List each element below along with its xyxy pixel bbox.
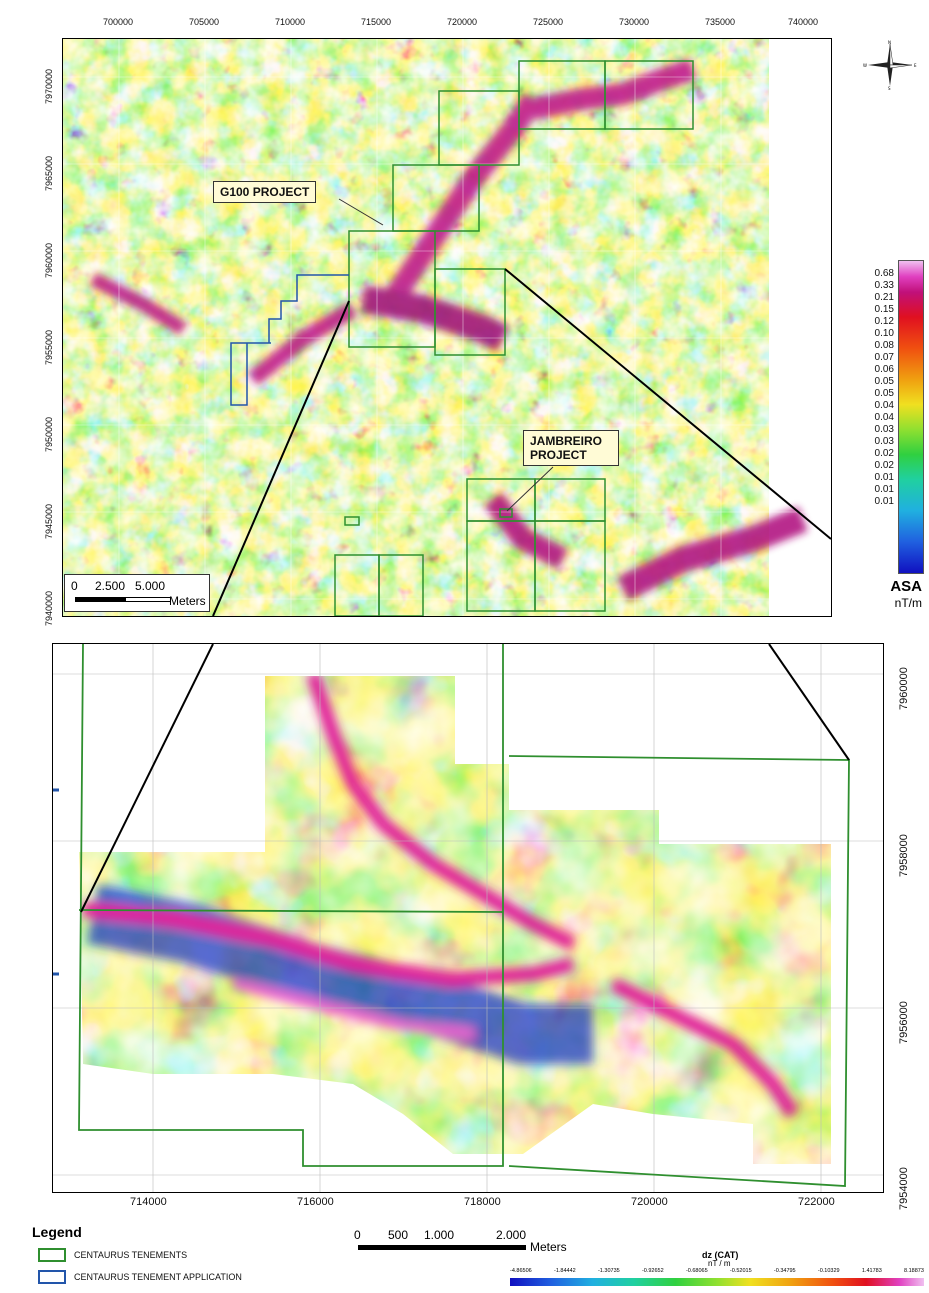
scalebar-label: 1.000 [424, 1228, 455, 1242]
dz-colorbar: dz (CAT) nT / m -4.86506 -1.84442 -1.307… [510, 1250, 924, 1290]
bottom-scalebar: 0 500 1.000 2.000 Meters [350, 1228, 590, 1258]
tenement-outlines-detail [78, 644, 850, 1187]
colorbar-label: 0.01 [874, 472, 894, 483]
colorbar-label: 0.21 [874, 292, 894, 303]
dz-label: -0.10329 [817, 1268, 840, 1274]
dz-label: -0.68065 [685, 1268, 708, 1274]
top-x-tick: 710000 [275, 17, 306, 27]
scalebar-unit: Meters [169, 594, 206, 608]
scalebar-unit: Meters [530, 1240, 567, 1254]
dz-raster [53, 644, 883, 1192]
top-x-tick: 705000 [189, 17, 220, 27]
colorbar-label: 0.15 [874, 304, 894, 315]
bottom-x-tick: 720000 [631, 1196, 668, 1208]
dz-label: -0.34795 [773, 1268, 796, 1274]
top-y-tick: 7965000 [44, 155, 54, 191]
bottom-y-tick: 7960000 [898, 667, 910, 710]
svg-text:W: W [863, 63, 867, 68]
legend-item-tenements: CENTAURUS TENEMENTS [38, 1248, 187, 1262]
top-y-tick: 7955000 [44, 329, 54, 365]
application-swatch [38, 1270, 66, 1284]
top-y-tick: 7950000 [44, 416, 54, 452]
dz-label: -4.86506 [510, 1268, 532, 1274]
scalebar-label: 2.000 [496, 1228, 527, 1242]
dz-label: 1.41783 [861, 1268, 882, 1274]
colorbar-title: ASA [890, 578, 922, 595]
bottom-x-tick: 722000 [798, 1196, 835, 1208]
legend-item-application: CENTAURUS TENEMENT APPLICATION [38, 1270, 242, 1284]
colorbar-label: 0.01 [874, 484, 894, 495]
scalebar-label: 0 [71, 579, 78, 593]
dz-label: 8.18873 [904, 1268, 924, 1274]
bottom-x-tick: 716000 [297, 1196, 334, 1208]
dz-unit: nT / m [708, 1259, 731, 1268]
dz-detail-map[interactable] [52, 643, 884, 1193]
top-x-tick: 700000 [103, 17, 134, 27]
bottom-y-tick: 7956000 [898, 1001, 910, 1044]
legend-label: CENTAURUS TENEMENT APPLICATION [74, 1272, 242, 1282]
top-x-tick: 720000 [447, 17, 478, 27]
top-y-tick: 7940000 [44, 590, 54, 626]
colorbar-label: 0.33 [874, 280, 894, 291]
colorbar-label: 0.02 [874, 460, 894, 471]
colorbar-label: 0.04 [874, 412, 894, 423]
legend-label: CENTAURUS TENEMENTS [74, 1250, 188, 1260]
top-x-tick: 735000 [705, 17, 736, 27]
top-x-tick: 740000 [788, 17, 819, 27]
dz-label: -1.30735 [597, 1268, 620, 1274]
top-y-tick: 7970000 [44, 68, 54, 104]
bottom-x-tick: 718000 [464, 1196, 501, 1208]
compass-rose-icon: N S W E [862, 40, 918, 91]
g100-project-label: G100 PROJECT [213, 181, 317, 203]
asa-raster [63, 39, 831, 616]
top-y-tick: 7960000 [44, 242, 54, 278]
top-x-tick: 715000 [361, 17, 392, 27]
colorbar-label: 0.68 [874, 268, 894, 279]
scalebar-label: 500 [388, 1228, 409, 1242]
top-scalebar: 0 2.500 5.000 Meters [64, 574, 210, 612]
tenement-outlines [334, 60, 694, 616]
colorbar-unit: nT/m [894, 596, 922, 610]
scalebar-label: 2.500 [95, 579, 126, 593]
colorbar-label: 0.10 [874, 328, 894, 339]
svg-text:S: S [888, 86, 891, 90]
dz-label: -0.92652 [641, 1268, 664, 1274]
dz-title: dz (CAT) [702, 1250, 739, 1260]
svg-text:N: N [888, 40, 891, 45]
tenement-swatch [38, 1248, 66, 1262]
top-x-tick: 730000 [619, 17, 650, 27]
svg-text:E: E [914, 63, 917, 68]
asa-colorbar: 0.68 0.33 0.21 0.15 0.12 0.10 0.08 0.07 … [840, 258, 924, 614]
colorbar-label: 0.02 [874, 448, 894, 459]
legend-title: Legend [32, 1224, 82, 1240]
jambreiro-project-label: JAMBREIRO PROJECT [523, 430, 619, 466]
dz-label: -0.52015 [729, 1268, 752, 1274]
colorbar-label: 0.07 [874, 352, 894, 363]
colorbar-label: 0.05 [874, 376, 894, 387]
colorbar-label: 0.12 [874, 316, 894, 327]
legend: Legend CENTAURUS TENEMENTS CENTAURUS TEN… [32, 1224, 352, 1290]
colorbar-label: 0.04 [874, 400, 894, 411]
colorbar-label: 0.05 [874, 388, 894, 399]
bottom-y-tick: 7958000 [898, 834, 910, 877]
colorbar-label: 0.01 [874, 496, 894, 507]
bottom-x-tick: 714000 [130, 1196, 167, 1208]
colorbar-label: 0.08 [874, 340, 894, 351]
dz-label: -1.84442 [553, 1268, 576, 1274]
tenement-application-outline [230, 274, 349, 406]
top-x-tick: 725000 [533, 17, 564, 27]
bottom-y-tick: 7954000 [898, 1167, 910, 1210]
colorbar-label: 0.03 [874, 424, 894, 435]
asa-overview-map[interactable] [62, 38, 832, 617]
top-y-tick: 7945000 [44, 503, 54, 539]
colorbar-label: 0.06 [874, 364, 894, 375]
colorbar-label: 0.03 [874, 436, 894, 447]
scalebar-label: 0 [354, 1228, 361, 1242]
scalebar-label: 5.000 [135, 579, 166, 593]
